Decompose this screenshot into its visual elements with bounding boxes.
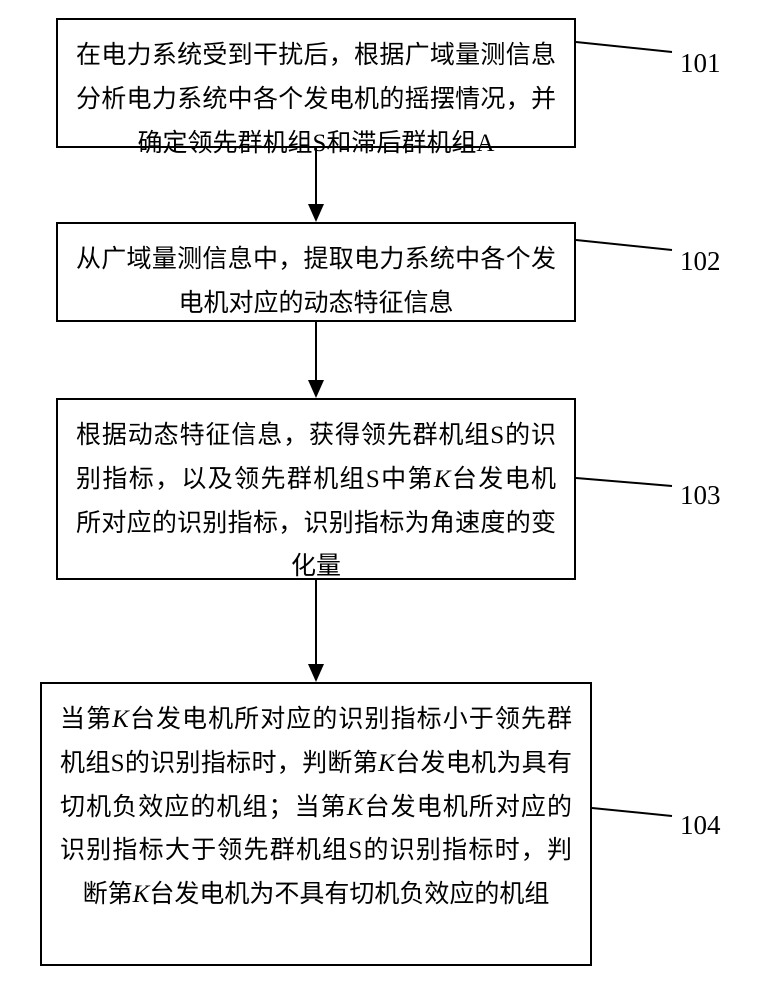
flow-arrow	[0, 0, 771, 1000]
flowchart-canvas: 在电力系统受到干扰后，根据广域量测信息分析电力系统中各个发电机的摇摆情况，并确定…	[0, 0, 771, 1000]
